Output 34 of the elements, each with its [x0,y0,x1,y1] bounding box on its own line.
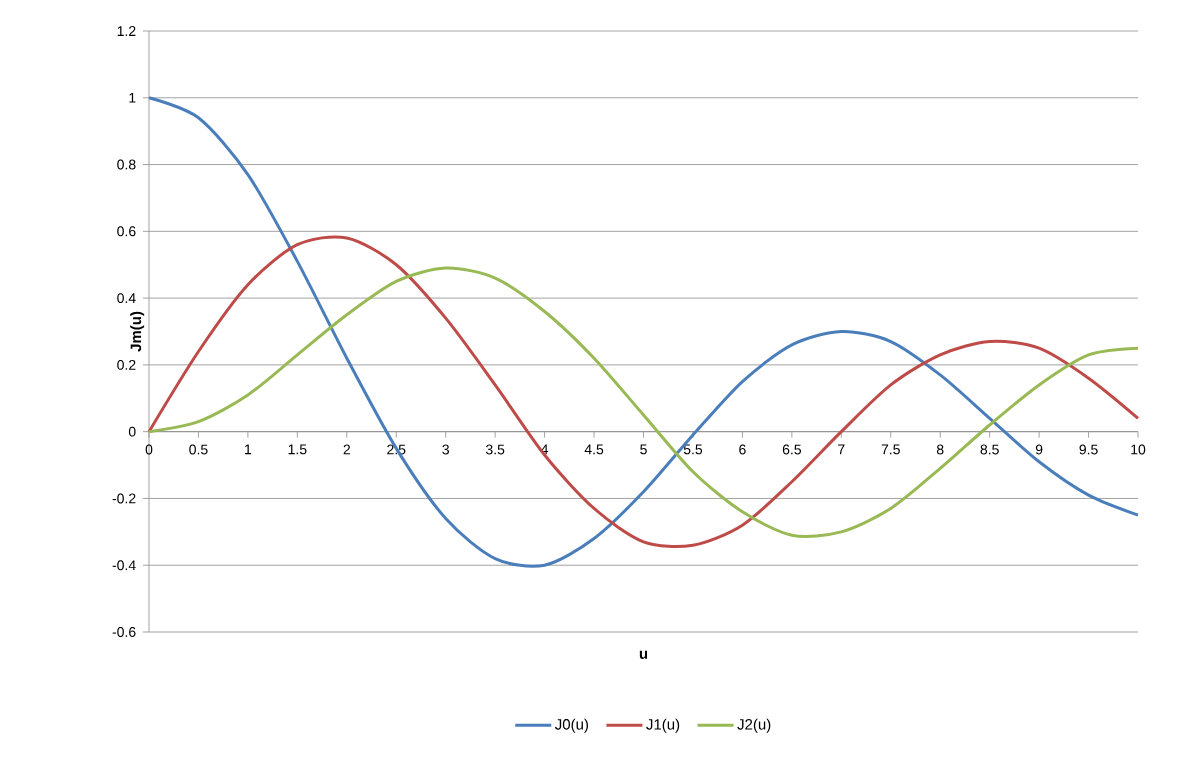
x-tick-label: 9.5 [1079,444,1098,455]
x-tick-label: 7 [838,444,845,455]
y-tick-label: -0.6 [112,627,136,637]
x-tick-label: 0 [145,444,153,455]
x-tick-label: 7.5 [881,444,900,455]
x-tick-label: 6 [739,444,746,455]
x-tick-label: 10 [1131,444,1146,455]
x-tick-label: 0.5 [189,444,208,455]
y-tick-label: 0.4 [117,293,136,304]
y-tick-label: 0.2 [117,359,136,370]
y-tick-label: -0.4 [112,560,136,571]
y-tick-label: 0.8 [117,159,136,170]
x-tick-label: 5.5 [683,444,703,455]
x-tick-label: 4.5 [584,444,604,455]
x-tick-label: 6.5 [782,444,802,455]
x-tick-label: 8 [936,444,944,455]
x-tick-label: 9 [1035,444,1043,455]
y-tick-label: 1 [129,92,136,103]
x-tick-label: 2 [343,444,350,455]
y-axis-title: Jm(u) [130,311,145,352]
y-tick-label: -0.2 [112,493,136,504]
legend-label: J2(u) [737,718,771,733]
legend-label: J1(u) [646,718,680,733]
x-axis-title: u [639,650,648,659]
x-tick-label: 3.5 [485,444,505,455]
x-tick-label: 1.5 [288,444,307,455]
x-tick-label: 8.5 [980,444,999,455]
legend-label: J0(u) [554,718,588,733]
x-tick-label: 5 [640,444,647,455]
x-tick-label: 1 [245,444,252,455]
x-tick-label: 3 [442,444,449,455]
y-tick-label: 0.6 [117,226,136,237]
y-tick-label: 0 [128,426,136,437]
y-tick-label: 1.2 [117,26,136,36]
